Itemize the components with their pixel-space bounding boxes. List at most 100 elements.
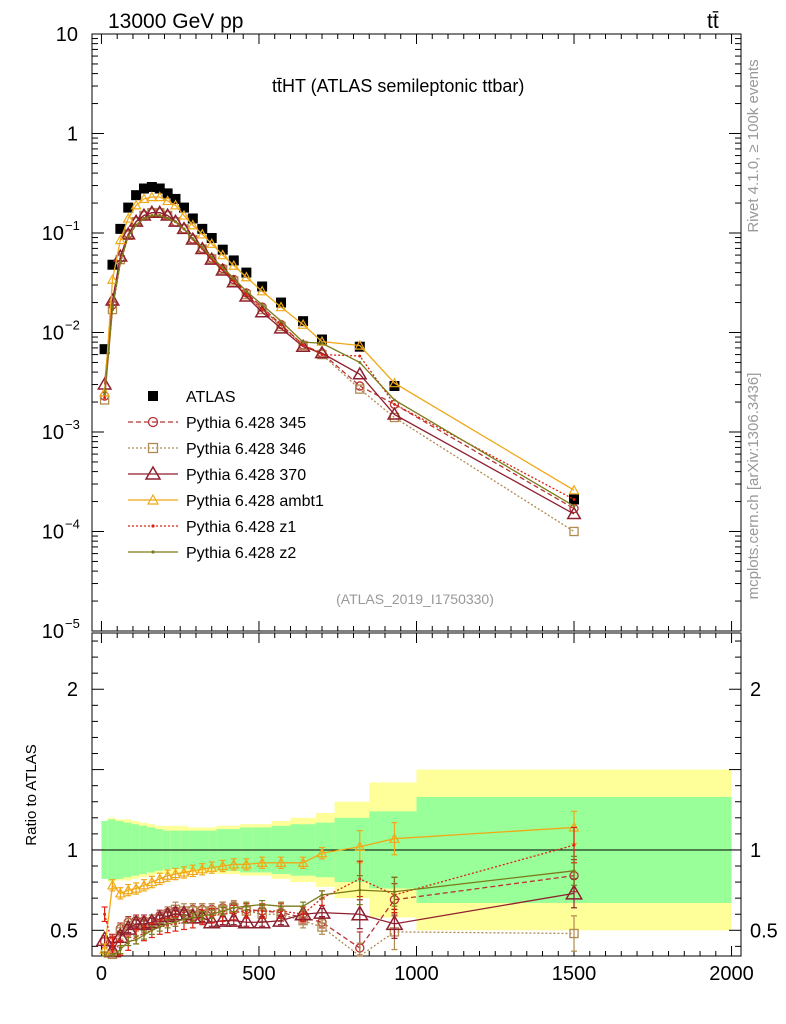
marker-square — [154, 183, 165, 194]
marker-triangle-small — [206, 861, 218, 872]
x-tick-label: 2000 — [709, 963, 754, 985]
marker-triangle-small — [130, 882, 142, 893]
marker-dot — [210, 912, 214, 916]
marker-square — [115, 223, 126, 234]
marker-dot — [166, 217, 170, 220]
marker-triangle — [213, 911, 232, 927]
marker-dot — [174, 920, 177, 924]
marker-dot — [301, 904, 305, 908]
marker-triangle-small — [256, 857, 268, 867]
marker-dot — [134, 938, 138, 942]
marker-dot — [320, 893, 324, 897]
marker-dot — [358, 354, 362, 358]
marker-triangle — [565, 884, 584, 900]
y-tick-label: 10 — [56, 24, 78, 46]
y-tick-exponent: −3 — [65, 417, 80, 432]
y-tick-exponent: −5 — [65, 616, 80, 631]
marker-triangle — [103, 941, 122, 958]
marker-square — [146, 181, 157, 192]
marker-dot — [191, 237, 195, 240]
marker-dot — [572, 504, 576, 508]
marker-dot — [260, 909, 264, 913]
marker-square-open — [317, 922, 327, 932]
marker-dot — [134, 223, 138, 227]
marker-triangle-small — [146, 876, 158, 887]
marker-square-open — [355, 384, 365, 394]
ratio-line — [104, 875, 575, 949]
marker-triangle — [185, 231, 201, 245]
marker-circle — [147, 416, 159, 428]
marker-dot — [200, 914, 204, 918]
marker-dot — [142, 933, 146, 937]
y-tick-exponent: −4 — [65, 517, 80, 532]
process-label: tt̄ — [707, 10, 719, 33]
marker-dot — [393, 402, 396, 406]
marker-dot — [103, 392, 107, 396]
marker-triangle — [253, 913, 272, 929]
ratio-series-4 — [99, 810, 580, 956]
marker-circle — [569, 503, 579, 514]
marker-dot — [150, 214, 154, 217]
y-tick-label: 1 — [67, 124, 78, 146]
marker-triangle-small — [275, 301, 287, 312]
marker-triangle — [152, 204, 168, 218]
marker-dot — [301, 340, 305, 344]
marker-dot — [572, 869, 576, 873]
series-line — [103, 212, 575, 533]
y-tick-exponent: −2 — [65, 318, 80, 333]
ratio-y-tick-label-right: 2 — [750, 679, 761, 701]
marker-dot — [232, 276, 236, 280]
marker-triangle-small — [106, 273, 118, 284]
marker-dot — [118, 260, 122, 264]
y-tick-label: 10 — [42, 422, 64, 444]
marker-dot — [210, 255, 214, 259]
series-6 — [103, 214, 576, 508]
marker-square — [99, 344, 110, 355]
marker-dot — [103, 912, 107, 916]
marker-dot — [232, 906, 236, 910]
marker-dot — [279, 319, 283, 323]
marker-triangle-small — [196, 228, 208, 239]
marker-dot — [142, 217, 146, 220]
marker-triangle — [204, 251, 220, 265]
marker-triangle-small — [146, 191, 158, 202]
ratio-line — [103, 844, 575, 949]
marker-triangle-small — [122, 884, 134, 895]
main-series — [96, 181, 582, 537]
legend: ATLAS Pythia 6.428 345 Pythia 6.428 346 Pyt… — [128, 389, 324, 562]
rivet-label: Rivet 4.1.0, ≥ 100k events — [745, 59, 762, 232]
x-tick-label: 1000 — [394, 963, 439, 985]
marker-dot — [111, 305, 114, 309]
legend-label: Pythia 6.428 345 — [186, 415, 306, 432]
series-3 — [96, 204, 582, 520]
marker-triangle — [160, 207, 176, 221]
marker-dot — [244, 293, 248, 297]
marker-triangle-small — [217, 860, 229, 871]
ratio-series — [95, 810, 584, 960]
marker-triangle — [352, 366, 368, 380]
marker-triangle — [385, 914, 404, 931]
marker-triangle — [194, 241, 210, 255]
marker-dot — [260, 303, 264, 307]
marker-dot — [221, 909, 225, 913]
marker-triangle-small — [316, 335, 328, 346]
ratio-series-6 — [101, 855, 578, 957]
marker-triangle-small — [228, 858, 240, 869]
marker-square — [107, 259, 118, 270]
marker-dot — [301, 343, 305, 347]
marker-triangle — [144, 204, 160, 218]
marker-triangle-small — [196, 863, 208, 874]
marker-triangle-small — [138, 879, 150, 890]
marker-dot — [260, 903, 264, 907]
marker-triangle — [566, 506, 582, 520]
marker-triangle-small — [114, 887, 126, 898]
marker-dot — [244, 904, 248, 908]
marker-triangle-small — [206, 238, 218, 248]
y-tick-label: 10 — [42, 323, 64, 345]
marker-triangle-small — [122, 212, 134, 223]
marker-triangle-small — [187, 219, 199, 230]
marker-dot — [358, 361, 362, 364]
marker-triangle-small — [316, 847, 328, 858]
